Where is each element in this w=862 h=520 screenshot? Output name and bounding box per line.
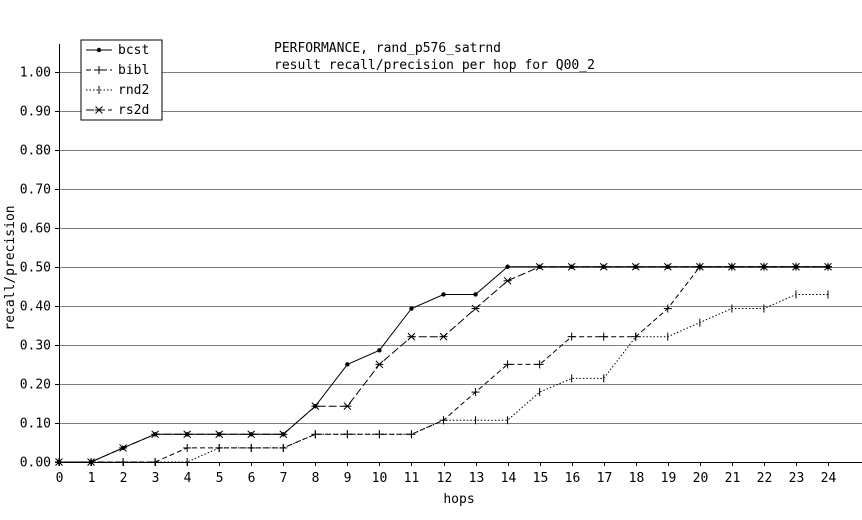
point-marker xyxy=(599,332,608,341)
y-tick-label: 0.90 xyxy=(20,105,51,120)
point-marker xyxy=(55,458,63,466)
gridlines xyxy=(59,72,862,424)
x-tick-label: 20 xyxy=(693,471,709,486)
x-tick-label: 11 xyxy=(404,471,420,486)
legend: bcst bibl rnd2 rs2d xyxy=(80,39,163,121)
x-tick-label: 24 xyxy=(821,471,837,486)
x-tick-label: 17 xyxy=(597,471,613,486)
x-tick-label: 18 xyxy=(629,471,645,486)
legend-label: rnd2 xyxy=(118,83,149,98)
y-tick-label: 0.80 xyxy=(20,144,51,159)
point-marker xyxy=(151,430,160,439)
point-marker xyxy=(505,264,510,269)
point-marker xyxy=(535,262,544,271)
series-rs2d xyxy=(55,262,832,466)
x-tick-label: 19 xyxy=(661,471,677,486)
point-marker xyxy=(503,276,512,285)
point-marker xyxy=(375,360,384,369)
point-marker xyxy=(343,402,352,411)
point-marker xyxy=(279,430,288,439)
point-marker xyxy=(663,262,672,271)
series-rnd2 xyxy=(58,290,829,466)
point-marker xyxy=(727,262,736,271)
point-marker xyxy=(345,362,350,367)
point-marker xyxy=(95,106,103,114)
legend-item-bibl: bibl xyxy=(86,63,149,78)
y-tick-label: 0.60 xyxy=(20,222,51,237)
x-tick-label: 8 xyxy=(312,471,320,486)
x-tick-label: 14 xyxy=(501,471,517,486)
legend-label: bibl xyxy=(118,63,149,78)
point-marker xyxy=(311,402,320,411)
x-tick-label: 5 xyxy=(216,471,224,486)
point-marker xyxy=(183,443,192,452)
point-marker xyxy=(503,360,512,369)
point-marker xyxy=(567,332,576,341)
x-tick-label: 21 xyxy=(725,471,741,486)
series-line-rnd2 xyxy=(59,294,828,463)
point-marker xyxy=(95,66,103,74)
x-tick-label: 13 xyxy=(469,471,485,486)
x-tick-label: 6 xyxy=(248,471,256,486)
point-marker xyxy=(407,332,416,341)
point-marker xyxy=(96,47,102,53)
y-tick-label: 0.70 xyxy=(20,183,51,198)
point-marker xyxy=(215,430,224,439)
legend-item-rs2d: rs2d xyxy=(86,103,149,118)
point-marker xyxy=(439,332,448,341)
chart-title: PERFORMANCE, rand_p576_satrnd xyxy=(274,41,501,56)
axes: 0.00 0.10 0.20 0.30 0.40 0.50 0.60 0.70 0.80 0.90… xyxy=(20,44,862,486)
point-marker xyxy=(599,262,608,271)
x-axis-label: hops xyxy=(443,492,474,507)
legend-label: bcst xyxy=(118,43,149,58)
point-marker xyxy=(377,348,382,353)
y-tick-label: 0.00 xyxy=(20,456,51,471)
point-marker xyxy=(409,306,414,311)
point-marker xyxy=(247,430,256,439)
legend-item-bcst: bcst xyxy=(86,43,149,58)
point-marker xyxy=(824,262,832,271)
x-tick-label: 0 xyxy=(56,471,64,486)
x-tick-label: 10 xyxy=(372,471,388,486)
point-marker xyxy=(183,430,192,439)
point-marker xyxy=(663,304,672,313)
x-tick-label: 9 xyxy=(344,471,352,486)
x-tick-label: 15 xyxy=(533,471,549,486)
point-marker xyxy=(631,262,640,271)
y-tick-label: 1.00 xyxy=(20,66,51,81)
x-tick-label: 1 xyxy=(88,471,96,486)
series-bcst xyxy=(56,264,831,465)
x-tick-label: 3 xyxy=(152,471,160,486)
x-tick-label: 12 xyxy=(437,471,453,486)
y-tick-label: 0.30 xyxy=(20,339,51,354)
chart-subtitle: result recall/precision per hop for Q00_… xyxy=(274,58,595,73)
x-tick-label: 22 xyxy=(757,471,773,486)
x-tick-label: 16 xyxy=(565,471,581,486)
x-tick-label: 2 xyxy=(120,471,128,486)
y-tick-label: 0.10 xyxy=(20,417,51,432)
point-marker xyxy=(567,262,576,271)
point-marker xyxy=(87,458,96,466)
y-tick-label: 0.20 xyxy=(20,378,51,393)
x-tick-label: 4 xyxy=(184,471,192,486)
point-marker xyxy=(441,292,446,297)
point-marker xyxy=(473,292,478,297)
point-marker xyxy=(471,388,480,397)
point-marker xyxy=(535,360,544,369)
point-marker xyxy=(471,304,480,313)
x-tick-label: 23 xyxy=(789,471,805,486)
point-marker xyxy=(695,262,704,271)
y-tick-label: 0.40 xyxy=(20,300,51,315)
x-tick-label: 7 xyxy=(280,471,288,486)
point-marker xyxy=(119,444,128,452)
point-marker xyxy=(791,262,800,271)
legend-label: rs2d xyxy=(118,103,149,118)
y-tick-label: 0.50 xyxy=(20,261,51,276)
y-axis-label: recall/precision xyxy=(3,205,18,330)
legend-box xyxy=(80,39,163,121)
point-marker xyxy=(759,262,768,271)
series-group xyxy=(55,262,832,466)
legend-item-rnd2: rnd2 xyxy=(86,83,149,98)
